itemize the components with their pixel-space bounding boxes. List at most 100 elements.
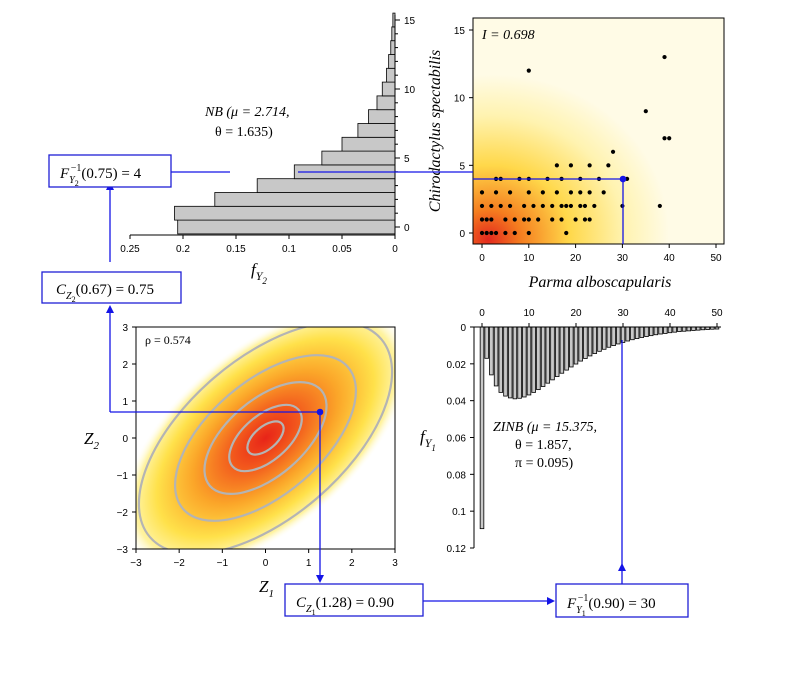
zinb-annotation-line-2: θ = 1.857, [515,438,572,453]
scatter-point [578,190,583,195]
zinb-bar [611,326,616,347]
scatter-y-ticks: 0 5 10 15 [454,26,473,240]
scatter-point [526,190,531,195]
scatter-point [559,217,564,222]
scatter-y-axis-label: Chirodactylus spectabilis [427,50,444,213]
zinb-y-tick-label: 0.06 [447,434,467,445]
zinb-annotation-line-3: π = 0.095) [515,456,573,471]
box-c-z2-frame [41,271,182,304]
zinb-bar [540,326,546,387]
scatter-point [522,203,527,209]
nb-bars [174,12,396,235]
copula-y-axis-label: Z2 [84,429,99,452]
scatter-point [582,217,588,222]
zinb-bar [484,326,489,359]
scatter-point [498,203,503,209]
scatter-point [540,190,545,195]
scatter-point [531,203,536,209]
scatter-points [479,54,672,236]
scatter-point [582,203,588,209]
box-c-z1-frame [284,583,424,617]
zinb-bar [479,326,485,530]
nb-x-tick-label: 0.05 [332,244,352,255]
scatter-point [493,230,499,236]
zinb-bar [663,326,668,334]
box-c-z1-text: CZ1(1.28) = 0.90 [296,595,394,617]
zinb-bar [653,326,659,336]
box-f-inv-y2-text: FY2−1(0.75) = 4 [59,163,142,188]
scatter-point [489,203,494,209]
scatter-point [479,217,485,222]
scatter-point [484,217,489,222]
scatter-point [489,230,494,236]
scatter-point [606,163,611,168]
nb-bar [357,123,396,138]
scatter-point [550,217,555,222]
scatter-x-tick-label: 0 [479,253,485,264]
scatter-annotation: I = 0.698 [481,28,535,43]
copula-density-layer [136,327,395,549]
zinb-bar [616,326,621,345]
connectors [106,171,627,605]
arrowhead-to-f-inv-y1 [547,597,555,605]
zinb-bar [681,326,687,332]
nb-x-tick-label: 0.15 [226,244,246,255]
scatter-point [662,136,667,141]
scatter-y-tick-label: 15 [454,26,466,37]
scatter-x-tick-label: 30 [617,253,629,264]
nb-bar [381,81,396,97]
zinb-x-tick-label: 10 [523,308,535,319]
zinb-bar [507,326,513,399]
zinb-bar [554,326,560,377]
zinb-bar [498,326,504,393]
copula-contour [228,403,303,473]
nb-annotation-line-2: θ = 1.635) [215,125,273,140]
copula-y-tick-label: 2 [122,360,128,371]
zinb-bar [634,326,640,340]
nb-y-tick-label: 5 [404,154,410,165]
zinb-bar [658,326,663,335]
zinb-x-tick-label: 50 [711,308,723,319]
scatter-point [493,190,499,195]
scatter-panel: 0 10 20 30 40 50 0 5 10 15 I = 0.698 Parma albos… [427,17,725,291]
scatter-point [568,190,574,195]
zinb-x-tick-label: 40 [664,308,676,319]
scatter-point [489,217,494,222]
scatter-point [479,203,485,209]
nb-bar [386,67,396,83]
arrowhead-zinb [618,563,626,571]
nb-bar [390,40,396,55]
scatter-point [503,230,508,236]
scatter-point [512,230,517,236]
zinb-bar [569,326,574,368]
zinb-y-ticks: 0 0.02 0.04 0.06 0.08 0.1 0.12 [447,323,474,555]
box-f-inv-y1: FY1−1(0.90) = 30 [555,583,689,618]
zinb-bar [573,326,579,365]
copula-x-tick-label: −3 [130,558,142,569]
copula-contour [246,420,285,456]
box-c-z1: CZ1(1.28) = 0.90 [284,583,424,617]
scatter-point [568,203,574,209]
scatter-density-background [473,18,724,244]
zinb-y-tick-label: 0.12 [447,544,467,555]
scatter-x-axis-label: Parma alboscapularis [528,274,672,291]
scatter-point [554,190,559,195]
zinb-bar [667,326,673,334]
zinb-bar [550,326,555,381]
copula-y-tick-label: 1 [122,397,128,408]
zinb-bar [630,326,635,341]
scatter-point [484,230,489,236]
zinb-bar [691,326,696,331]
scatter-point [503,217,508,222]
nb-y-tick-label: 15 [404,16,416,27]
scatter-point [512,217,517,222]
scatter-point [550,203,555,209]
copula-y-ticks: −3 −2 −1 0 1 2 3 [117,323,136,556]
scatter-point [564,203,569,209]
scatter-point [587,190,592,195]
box-f-inv-y2-frame [48,154,172,188]
copula-y-tick-label: −2 [117,508,129,519]
scatter-point [657,203,662,209]
zinb-panel: 0 10 20 30 40 50 0 0.02 0.04 0.06 0.08 0.1 0.12 ZIN… [420,308,723,555]
